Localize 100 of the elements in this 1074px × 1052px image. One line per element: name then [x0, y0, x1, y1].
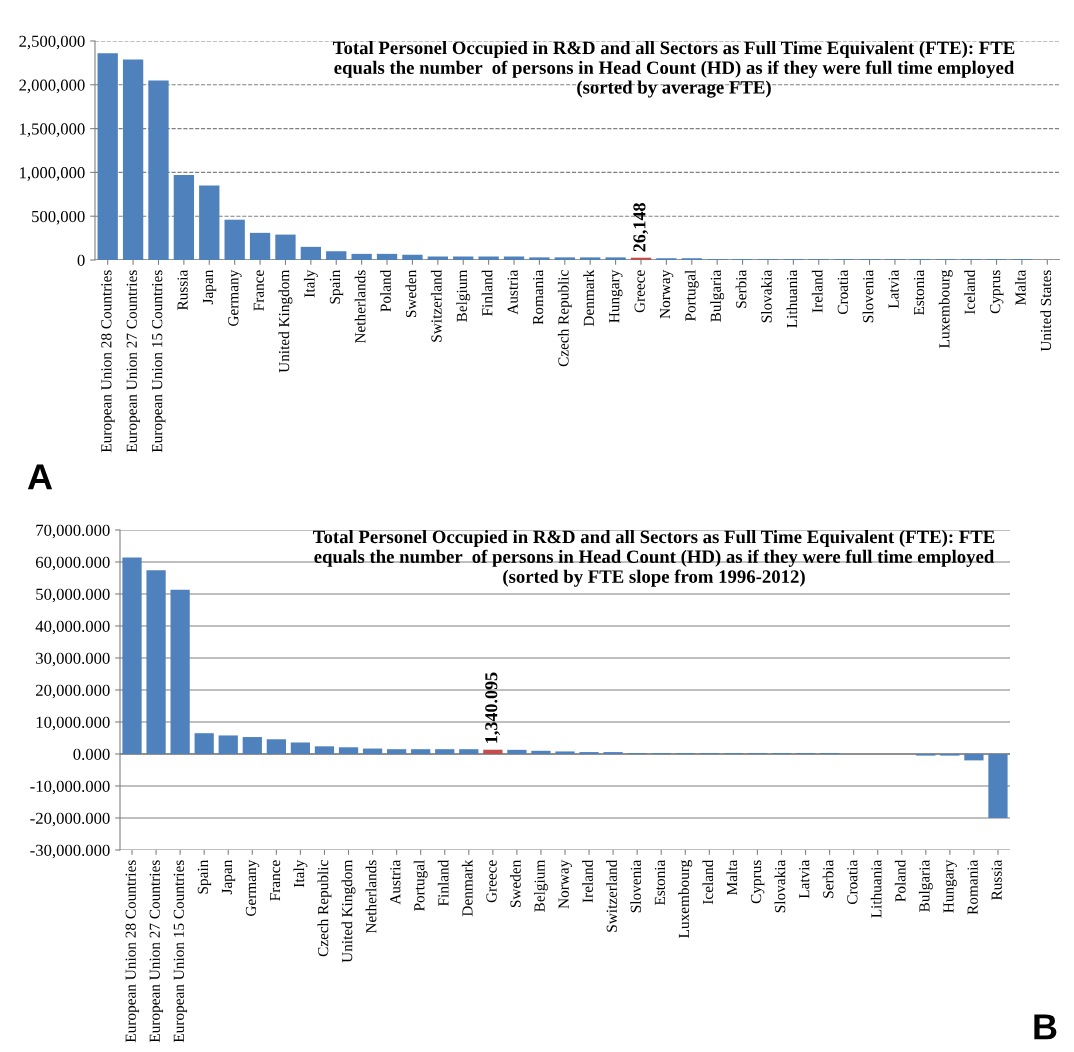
x-tick-label: Greece: [634, 270, 645, 313]
x-tick-label: Italy: [293, 859, 308, 888]
bar: [194, 733, 214, 754]
bar: [459, 749, 479, 754]
x-tick-label: Slovakia: [774, 859, 786, 913]
bar: [555, 751, 575, 754]
x-tick-label: European Union 28 Countries: [125, 860, 139, 1043]
bar: [435, 749, 455, 754]
bar: [290, 742, 311, 754]
bar: [314, 746, 335, 754]
x-tick-label: Luxembourg: [938, 270, 953, 348]
bar: [988, 754, 1008, 818]
text: Total Personel Occupied in R&D and all Sectors as Full Time Equivalent (FTE): FTE equals the number of persons in Head Count (HD) as if they were full time employed (sorted by FTE slope from 1996-2012): [313, 530, 995, 587]
bar: [427, 256, 448, 260]
x-tick-label: Austria: [507, 269, 518, 315]
x-tick-label: Portugal: [684, 270, 699, 322]
data-label: 1,340.095: [485, 672, 500, 743]
x-tick-label: Germany: [228, 269, 242, 326]
x-tick-label: Norway: [558, 859, 572, 909]
x-tick-label: Austria: [390, 859, 401, 905]
x-tick-label: Finland: [437, 859, 449, 906]
x-tick-label: France: [253, 270, 264, 311]
x-tick-label: European Union 15 Countries: [152, 270, 166, 453]
x-tick-label: European Union 15 Countries: [173, 860, 188, 1043]
bar: [300, 246, 322, 260]
x-tick-label: Sweden: [509, 859, 521, 908]
bar: [605, 257, 626, 260]
bar: [402, 254, 423, 260]
x-tick-label: Estonia: [654, 859, 666, 906]
y-tick-label: -30,000.000: [30, 844, 110, 859]
x-tick-label: Denmark: [583, 269, 595, 327]
bar: [453, 256, 474, 260]
x-tick-label: Croatia: [847, 859, 858, 905]
x-tick-label: Czech Republic: [557, 270, 572, 367]
x-tick-label: Spain: [329, 269, 344, 304]
x-tick-label: Latvia: [888, 269, 899, 309]
bar: [531, 750, 551, 754]
x-tick-label: Lithuania: [870, 859, 882, 918]
x-tick-label: Ireland: [582, 859, 593, 903]
y-tick-label: 50,000.000: [36, 588, 110, 603]
bar: [249, 232, 271, 260]
x-tick-label: Japan: [221, 859, 236, 895]
y-tick-label: 70,000.000: [36, 524, 110, 539]
y-tick-label: 1,500,000: [20, 123, 85, 137]
x-tick-label: Japan: [202, 269, 217, 305]
y-tick-label: 60,000.000: [35, 556, 110, 571]
text: B: [1034, 1014, 1057, 1040]
y-tick-label: 1,000,000: [20, 167, 85, 181]
x-tick-label: Croatia: [837, 269, 848, 315]
x-tick-label: Switzerland: [430, 269, 442, 342]
bar: [529, 257, 550, 260]
y-tick-label: -20,000.000: [30, 812, 110, 827]
y-tick-label: 30,000.000: [36, 652, 110, 667]
x-tick-label: Romania: [532, 269, 544, 325]
x-tick-label: Latvia: [799, 859, 810, 899]
x-tick-label: Netherlands: [365, 860, 377, 934]
bar: [483, 749, 503, 754]
bar: [242, 737, 262, 754]
x-tick-label: Poland: [380, 269, 391, 312]
bar: [362, 748, 383, 754]
x-tick-label: Bulgaria: [710, 269, 725, 322]
x-tick-label: France: [270, 860, 281, 901]
bar: [507, 749, 527, 754]
bar: [275, 234, 296, 260]
bar: [964, 754, 984, 761]
x-tick-label: European Union 27 Countries: [149, 860, 164, 1043]
y-tick-label: 500,000: [32, 210, 85, 225]
bar: [148, 80, 169, 260]
y-tick-label: 2,500,000: [19, 35, 85, 50]
x-tick-label: Malta: [1014, 269, 1026, 305]
bar: [146, 570, 166, 754]
x-tick-label: Poland: [894, 859, 906, 902]
x-tick-label: Greece: [486, 860, 497, 903]
x-tick-label: Slovenia: [862, 269, 874, 323]
bar: [97, 53, 118, 260]
bar: [199, 185, 220, 260]
x-tick-label: Malta: [726, 859, 738, 895]
x-tick-label: Cyprus: [750, 860, 765, 904]
x-tick-label: United Kingdom: [278, 269, 293, 373]
x-tick-label: United States: [1040, 270, 1052, 352]
bar: [326, 251, 347, 260]
x-tick-label: Russia: [991, 859, 1002, 901]
y-tick-label: 2,000,000: [19, 79, 85, 94]
bar: [338, 747, 359, 754]
bar: [376, 253, 398, 260]
y-tick-label: 0.000: [73, 748, 110, 761]
bar: [170, 589, 190, 754]
bar: [218, 735, 238, 754]
bar: [351, 253, 372, 260]
bar: [266, 739, 286, 754]
bar: [122, 59, 144, 260]
bar: [122, 557, 142, 754]
x-tick-label: Norway: [660, 269, 674, 319]
x-tick-label: Bulgaria: [918, 859, 933, 912]
bar: [173, 175, 195, 260]
x-tick-label: Ireland: [811, 269, 823, 313]
x-tick-label: Italy: [303, 269, 318, 298]
y-tick-label: 20,000.000: [36, 684, 110, 699]
bar: [580, 257, 601, 260]
x-tick-label: Slovenia: [630, 859, 641, 913]
